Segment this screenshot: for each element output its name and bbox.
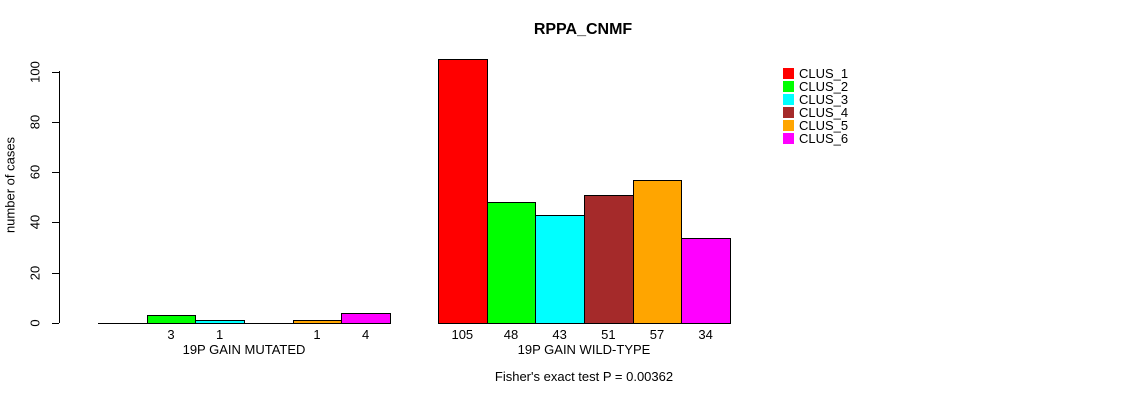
- bar-count-label: 57: [649, 327, 665, 342]
- bar-clus_4-wild-type: [584, 195, 634, 324]
- y-tick-label: 0: [27, 319, 43, 327]
- bar-count-label: 105: [451, 327, 474, 342]
- y-tick-label: 20: [27, 265, 43, 280]
- bar-count-label: 3: [167, 327, 175, 342]
- bar-clus_6-mutated: [341, 313, 391, 324]
- legend-item-label: CLUS_2: [799, 79, 849, 94]
- bar-count-label: 4: [362, 327, 370, 342]
- legend: CLUS_1 CLUS_2 CLUS_3 CLUS_4 CLUS_5 CLUS_6: [783, 67, 848, 145]
- legend-item-clus_4: CLUS_4: [783, 106, 848, 119]
- legend-item-clus_1: CLUS_1: [783, 67, 848, 80]
- bar-clus_2-mutated: [146, 315, 197, 324]
- legend-item-clus_2: CLUS_2: [783, 80, 848, 93]
- legend-item-label: CLUS_1: [799, 66, 849, 81]
- y-axis-label: number of cases: [2, 136, 18, 234]
- legend-item-label: CLUS_4: [799, 105, 849, 120]
- y-tick-label: 40: [27, 215, 43, 230]
- bar-clus_5-wild-type: [632, 180, 683, 324]
- legend-item-label: CLUS_5: [799, 118, 849, 133]
- y-tick-mark: [52, 272, 59, 274]
- bar-clus_5-mutated: [292, 320, 343, 324]
- legend-item-label: CLUS_3: [799, 92, 849, 107]
- bar-count-label: 43: [552, 327, 567, 342]
- category-label: 19P GAIN MUTATED: [182, 342, 306, 357]
- y-axis-line: [59, 71, 60, 323]
- y-tick-label: 80: [27, 114, 43, 130]
- legend-color-swatch: [783, 133, 794, 144]
- bar-count-label: 34: [698, 327, 713, 342]
- bar-clus_6-wild-type: [681, 238, 731, 324]
- bar-count-label: 48: [503, 327, 519, 342]
- bar-count-label: 1: [216, 327, 224, 342]
- legend-color-swatch: [783, 120, 794, 131]
- legend-color-swatch: [783, 107, 794, 118]
- y-tick-mark: [52, 71, 59, 73]
- bar-count-label: 51: [601, 327, 616, 342]
- chart-title: RPPA_CNMF: [533, 21, 633, 38]
- legend-color-swatch: [783, 81, 794, 92]
- legend-item-clus_3: CLUS_3: [783, 93, 848, 106]
- legend-item-label: CLUS_6: [799, 131, 849, 146]
- fisher-test-annotation: Fisher's exact test P = 0.00362: [494, 369, 674, 384]
- bar-clus_3-wild-type: [535, 215, 585, 324]
- y-tick-mark: [52, 222, 59, 224]
- legend-item-clus_6: CLUS_6: [783, 132, 848, 145]
- legend-item-clus_5: CLUS_5: [783, 119, 848, 132]
- y-tick-label: 100: [27, 60, 43, 83]
- bar-clus_3-mutated: [195, 320, 245, 324]
- bar-clus_1-wild-type: [438, 59, 488, 324]
- y-tick-mark: [52, 172, 59, 174]
- legend-color-swatch: [783, 68, 794, 79]
- category-label: 19P GAIN WILD-TYPE: [517, 342, 651, 357]
- y-tick-mark: [52, 323, 59, 324]
- bar-clus_2-wild-type: [486, 202, 537, 324]
- bar-count-label: 1: [313, 327, 321, 342]
- y-tick-mark: [52, 121, 59, 123]
- y-tick-label: 60: [27, 164, 43, 180]
- legend-color-swatch: [783, 94, 794, 105]
